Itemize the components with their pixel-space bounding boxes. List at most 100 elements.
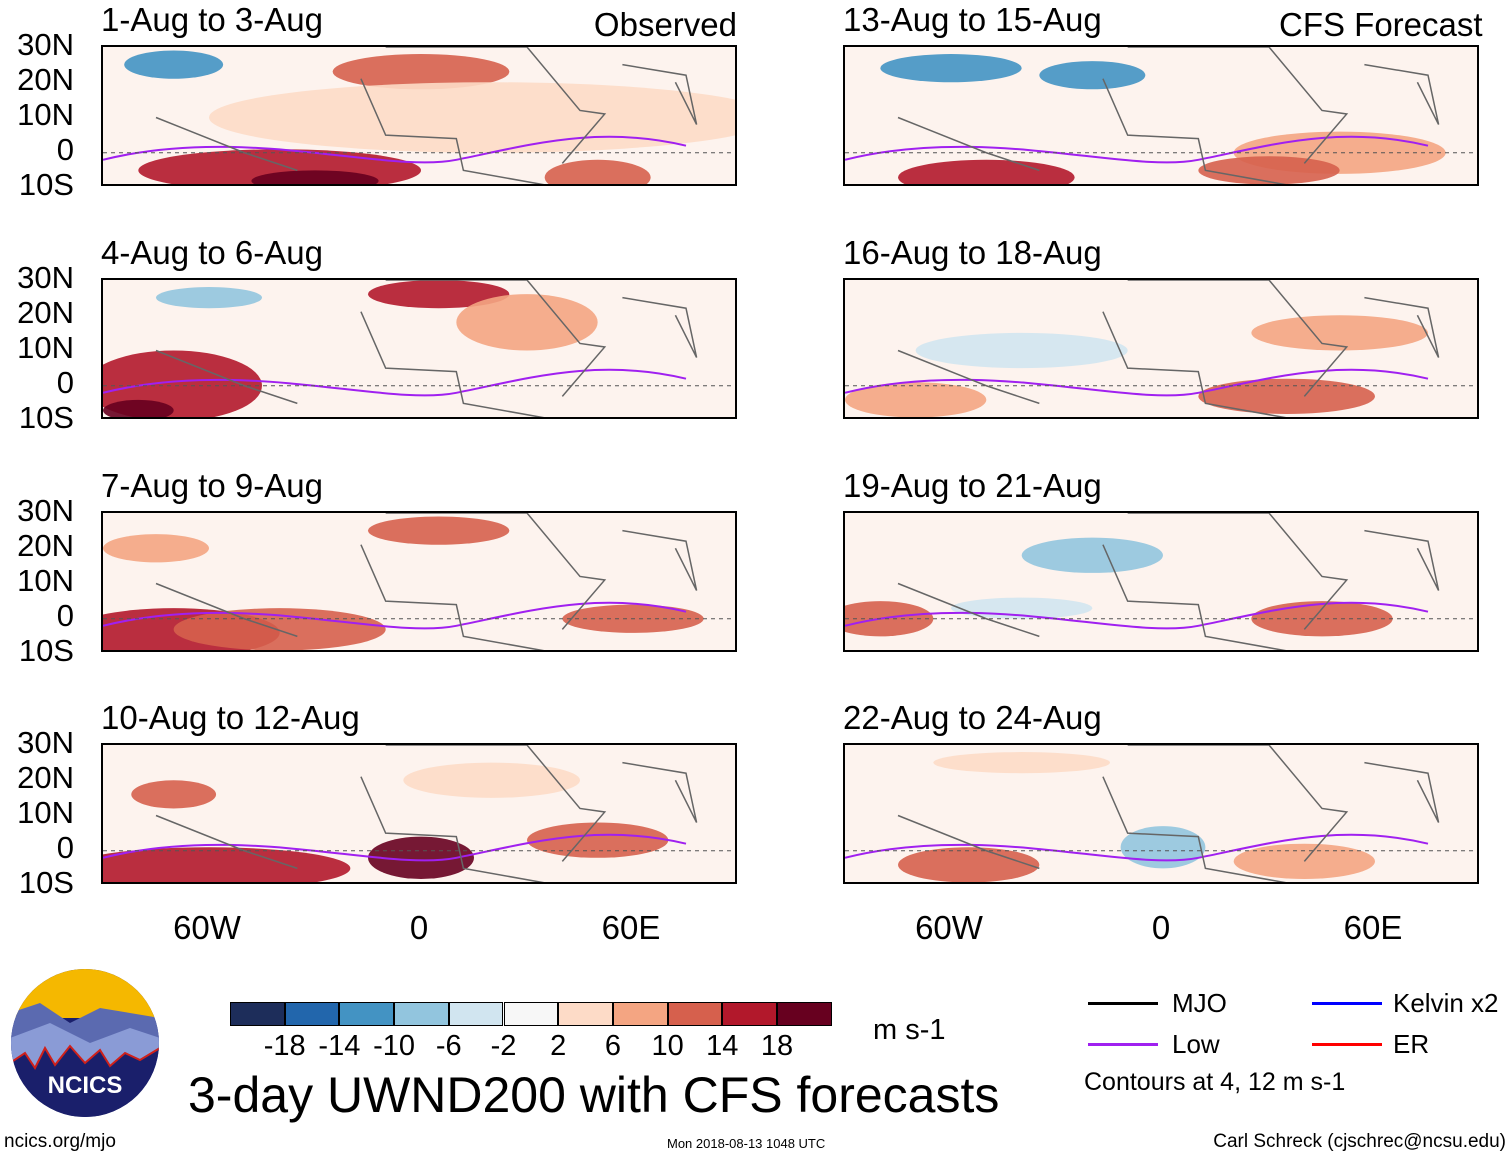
- legend-kelvin-label: Kelvin x2: [1393, 988, 1499, 1018]
- footer-timestamp: Mon 2018-08-13 1048 UTC: [667, 1136, 826, 1151]
- panel-title: 13-Aug to 15-Aug: [843, 1, 1102, 38]
- anomaly-shading: [456, 294, 598, 351]
- lat-label: 10N: [17, 330, 74, 365]
- anomaly-shading: [209, 82, 735, 153]
- anomaly-shading: [898, 159, 1075, 184]
- panel-title: 7-Aug to 9-Aug: [101, 467, 323, 504]
- anomaly-shading: [124, 50, 224, 79]
- panel-title: 16-Aug to 18-Aug: [843, 234, 1102, 271]
- colorbar-label: -6: [435, 1030, 462, 1062]
- colorbar-swatch: [230, 1002, 285, 1026]
- anomaly-shading: [368, 280, 510, 309]
- coastline: [897, 513, 1440, 650]
- anomaly-shading: [1198, 378, 1375, 414]
- anomaly-shading: [332, 54, 510, 90]
- lat-label: 20N: [17, 528, 74, 563]
- map-panel: [843, 511, 1479, 652]
- lon-label: 60W: [173, 909, 241, 946]
- low-contour: [845, 135, 1429, 164]
- map-panel: [843, 743, 1479, 884]
- anomaly-shading: [1120, 826, 1206, 869]
- colorbar-label: -14: [318, 1030, 361, 1062]
- colorbar-swatch: [612, 1002, 668, 1026]
- anomaly-shading: [845, 382, 987, 417]
- colorbar-swatch: [558, 1002, 613, 1026]
- low-contour: [103, 601, 687, 630]
- lon-label: 0: [409, 909, 429, 946]
- coastline: [897, 745, 1440, 882]
- anomaly-shading: [1251, 601, 1393, 637]
- coastline: [155, 745, 698, 882]
- contour-note: Contours at 4, 12 m s-1: [1084, 1068, 1346, 1096]
- lat-label: 30N: [17, 27, 74, 62]
- anomaly-shading: [1198, 156, 1340, 184]
- legend-mjo-label: MJO: [1172, 988, 1227, 1018]
- anomaly-shading: [131, 780, 217, 809]
- lat-label: 20N: [17, 760, 74, 795]
- colorbar-label: 14: [706, 1030, 739, 1062]
- lat-label: 10S: [18, 167, 74, 202]
- lon-label: 60E: [1343, 909, 1403, 946]
- anomaly-shading: [251, 170, 379, 184]
- lat-label: 10N: [17, 97, 74, 132]
- anomaly-shading: [544, 159, 651, 184]
- anomaly-shading: [1039, 61, 1146, 90]
- low-contour: [103, 135, 687, 164]
- lat-label: 30N: [17, 725, 74, 760]
- low-contour: [845, 833, 1429, 862]
- colorbar-swatch: [503, 1002, 559, 1026]
- map-panel: [101, 278, 737, 419]
- lat-label: 30N: [17, 260, 74, 295]
- anomaly-shading: [156, 287, 262, 309]
- anomaly-shading: [1021, 537, 1163, 573]
- lon-label: 0: [1151, 909, 1171, 946]
- anomaly-shading: [103, 399, 174, 417]
- anomaly-shading: [933, 752, 1110, 774]
- lat-label: 10N: [17, 563, 74, 598]
- colorbar-label: 10: [651, 1030, 684, 1062]
- panel-title: 10-Aug to 12-Aug: [101, 699, 360, 736]
- colorbar-label: -10: [373, 1030, 416, 1062]
- anomaly-shading: [1251, 315, 1428, 351]
- colorbar-label: 6: [604, 1030, 621, 1062]
- legend-mjo-line: [1088, 1002, 1158, 1005]
- colorbar-swatch: [394, 1002, 449, 1026]
- colorbar-swatch: [777, 1002, 832, 1026]
- map-panel: [843, 278, 1479, 419]
- panel-title: 1-Aug to 3-Aug: [101, 1, 323, 38]
- map-panel: [101, 511, 737, 652]
- anomaly-shading: [880, 54, 1022, 83]
- legend-er-line: [1312, 1043, 1382, 1046]
- legend-kelvin-line: [1312, 1002, 1382, 1005]
- lat-label: 0: [56, 830, 74, 865]
- lat-label: 10S: [18, 400, 74, 435]
- colorbar-label: -18: [263, 1030, 306, 1062]
- coastline: [155, 280, 698, 417]
- anomaly-shading: [103, 534, 209, 563]
- ncics-logo: NCICS: [10, 968, 160, 1118]
- panel-title: 19-Aug to 21-Aug: [843, 467, 1102, 504]
- anomaly-shading: [368, 836, 474, 879]
- colorbar-swatch: [722, 1002, 777, 1026]
- map-panel: [843, 45, 1479, 186]
- lat-label: 0: [56, 365, 74, 400]
- colorbar-label: -2: [490, 1030, 517, 1062]
- anomaly-shading: [527, 822, 669, 858]
- legend-er-label: ER: [1393, 1029, 1430, 1059]
- panel-title: 4-Aug to 6-Aug: [101, 234, 323, 271]
- svg-text:NCICS: NCICS: [48, 1072, 123, 1099]
- colorbar-swatch: [667, 1002, 723, 1026]
- map-panel: [101, 45, 737, 186]
- low-contour: [103, 833, 687, 862]
- anomaly-shading: [103, 847, 351, 882]
- anomaly-shading: [173, 608, 386, 650]
- lon-label: 60W: [915, 909, 983, 946]
- colorbar-label: 2: [550, 1030, 567, 1062]
- coastline: [897, 280, 1440, 417]
- low-contour: [845, 601, 1429, 630]
- footer-url[interactable]: ncics.org/mjo: [4, 1131, 116, 1152]
- low-contour: [103, 368, 687, 397]
- colorbar-swatch: [284, 1002, 340, 1026]
- low-contour: [845, 368, 1429, 397]
- lat-label: 20N: [17, 295, 74, 330]
